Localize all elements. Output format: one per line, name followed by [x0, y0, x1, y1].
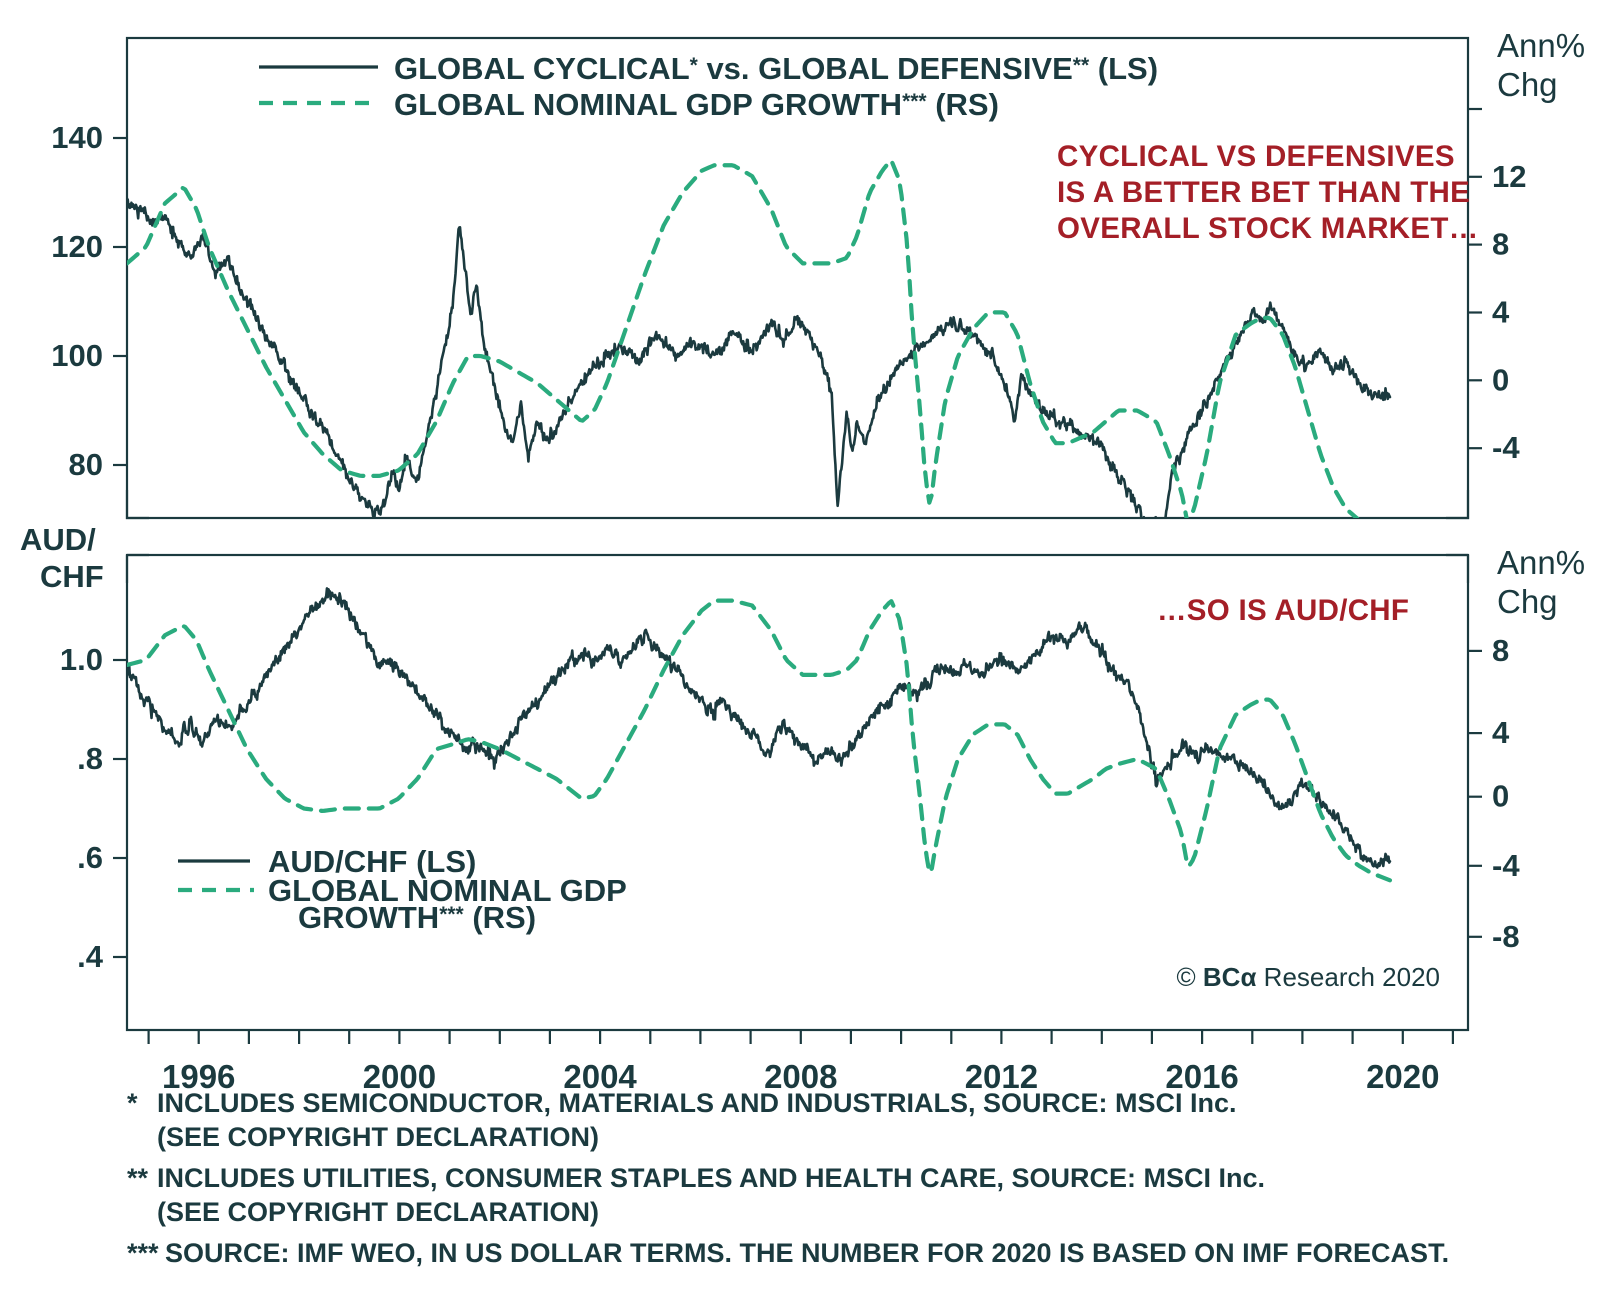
svg-text:4: 4 — [1492, 295, 1510, 330]
svg-text:140: 140 — [51, 120, 103, 155]
svg-text:CHF: CHF — [40, 559, 104, 594]
svg-text:80: 80 — [69, 447, 103, 482]
svg-text:120: 120 — [51, 229, 103, 264]
svg-text:(SEE COPYRIGHT DECLARATION): (SEE COPYRIGHT DECLARATION) — [157, 1197, 599, 1227]
svg-text:4: 4 — [1492, 715, 1510, 750]
svg-text:INCLUDES SEMICONDUCTOR, MATERI: INCLUDES SEMICONDUCTOR, MATERIALS AND IN… — [157, 1088, 1237, 1118]
svg-text:SOURCE: IMF WEO, IN US DOLLAR: SOURCE: IMF WEO, IN US DOLLAR TERMS. THE… — [165, 1238, 1449, 1268]
svg-text:8: 8 — [1492, 633, 1509, 668]
svg-text:0: 0 — [1492, 362, 1509, 397]
svg-text:AUD/: AUD/ — [20, 522, 96, 557]
svg-text:GROWTH*** (RS): GROWTH*** (RS) — [298, 900, 536, 935]
svg-text:Chg: Chg — [1497, 66, 1558, 103]
svg-text:IS A BETTER BET THAN THE: IS A BETTER BET THAN THE — [1057, 176, 1470, 209]
svg-text:.8: .8 — [77, 741, 103, 776]
svg-text:CYCLICAL VS DEFENSIVES: CYCLICAL VS DEFENSIVES — [1057, 140, 1455, 173]
svg-text:100: 100 — [51, 338, 103, 373]
svg-text:Ann%: Ann% — [1497, 27, 1585, 64]
svg-text:-8: -8 — [1492, 919, 1520, 954]
svg-text:12: 12 — [1492, 159, 1526, 194]
svg-text:.4: .4 — [77, 939, 104, 974]
svg-text:Chg: Chg — [1497, 583, 1558, 620]
svg-text:OVERALL STOCK MARKET…: OVERALL STOCK MARKET… — [1057, 212, 1479, 245]
svg-text:*: * — [127, 1088, 138, 1118]
svg-text:2020: 2020 — [1366, 1058, 1439, 1095]
svg-text:Ann%: Ann% — [1497, 544, 1585, 581]
svg-text:0: 0 — [1492, 779, 1509, 814]
svg-text:GLOBAL CYCLICAL* vs. GLOBAL DE: GLOBAL CYCLICAL* vs. GLOBAL DEFENSIVE** … — [394, 51, 1158, 86]
svg-text:(SEE COPYRIGHT DECLARATION): (SEE COPYRIGHT DECLARATION) — [157, 1122, 599, 1152]
svg-text:1.0: 1.0 — [60, 642, 103, 677]
svg-text:8: 8 — [1492, 227, 1509, 262]
svg-text:-4: -4 — [1492, 430, 1520, 465]
svg-text:INCLUDES UTILITIES, CONSUMER S: INCLUDES UTILITIES, CONSUMER STAPLES AND… — [157, 1163, 1265, 1193]
svg-text:…SO IS AUD/CHF: …SO IS AUD/CHF — [1157, 594, 1409, 627]
svg-text:-4: -4 — [1492, 848, 1520, 883]
svg-text:© BCα Research 2020: © BCα Research 2020 — [1177, 962, 1441, 992]
svg-text:.6: .6 — [77, 840, 103, 875]
svg-text:**: ** — [127, 1163, 149, 1193]
svg-text:***: *** — [127, 1238, 159, 1268]
